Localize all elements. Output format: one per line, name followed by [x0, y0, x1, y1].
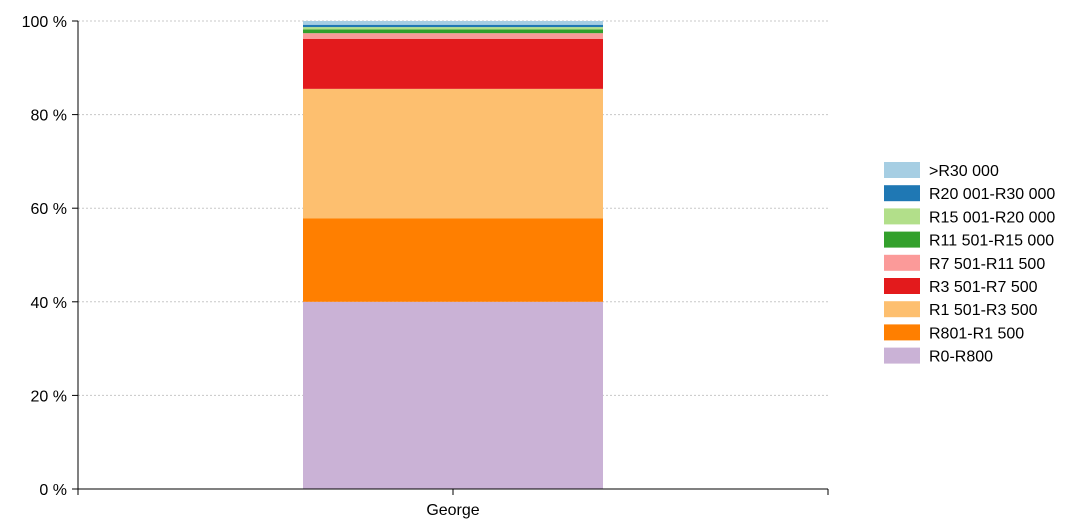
y-tick-label: 40 %: [31, 295, 67, 312]
legend-item: R1 501-R3 500: [884, 301, 1038, 319]
legend-item: R801-R1 500: [884, 324, 1024, 342]
y-tick-label: 20 %: [31, 388, 67, 405]
y-tick-label: 100 %: [22, 14, 67, 31]
legend-swatch: [884, 301, 920, 318]
legend-item: R20 001-R30 000: [884, 185, 1055, 203]
legend-label: R11 501-R15 000: [929, 233, 1054, 250]
y-tick-label: 0 %: [39, 482, 67, 499]
y-tick-label: 80 %: [31, 108, 67, 125]
gridlines: [78, 20, 828, 396]
legend-swatch: [884, 278, 920, 294]
x-axis-ticks: George: [77, 489, 829, 519]
legend-label: R7 501-R11 500: [929, 256, 1045, 273]
legend-swatch: [884, 208, 920, 225]
legend-item: >R30 000: [884, 162, 999, 180]
bar-stack-george: [303, 21, 603, 489]
legend-swatch: [884, 231, 920, 248]
y-tick-label: 60 %: [31, 201, 67, 218]
legend-item: R0-R800: [884, 347, 993, 366]
bar-segment: [303, 24, 603, 28]
legend-swatch: [884, 254, 920, 271]
bar-segment: [303, 21, 603, 25]
legend-label: >R30 000: [929, 163, 999, 180]
legend-swatch: [884, 347, 920, 364]
legend-swatch: [884, 162, 920, 178]
legend-label: R3 501-R7 500: [929, 279, 1038, 296]
legend-label: R1 501-R3 500: [929, 302, 1038, 319]
y-axis-ticks: 0 % 20 % 40 % 60 % 80 % 100 %: [22, 14, 78, 499]
bar-segment: [303, 88, 603, 219]
legend-item: R11 501-R15 000: [884, 231, 1054, 250]
bar-segment: [303, 27, 603, 30]
legend-label: R801-R1 500: [929, 325, 1024, 342]
legend-label: R0-R800: [929, 349, 993, 366]
bar-segment: [303, 29, 603, 34]
legend-swatch: [884, 185, 920, 202]
legend-label: R20 001-R30 000: [929, 186, 1055, 203]
legend-swatch: [884, 324, 920, 341]
legend: >R30 000 R20 001-R30 000 R15 001-R20 000 R1…: [884, 162, 1055, 366]
bar-segment: [303, 301, 603, 489]
legend-item: R3 501-R7 500: [884, 278, 1038, 296]
bar-segment: [303, 33, 603, 39]
legend-label: R15 001-R20 000: [929, 209, 1055, 226]
bar-segment: [303, 38, 603, 89]
legend-item: R15 001-R20 000: [884, 208, 1055, 226]
x-tick-label: George: [426, 502, 479, 519]
bar-segment: [303, 218, 603, 302]
legend-item: R7 501-R11 500: [884, 254, 1045, 273]
